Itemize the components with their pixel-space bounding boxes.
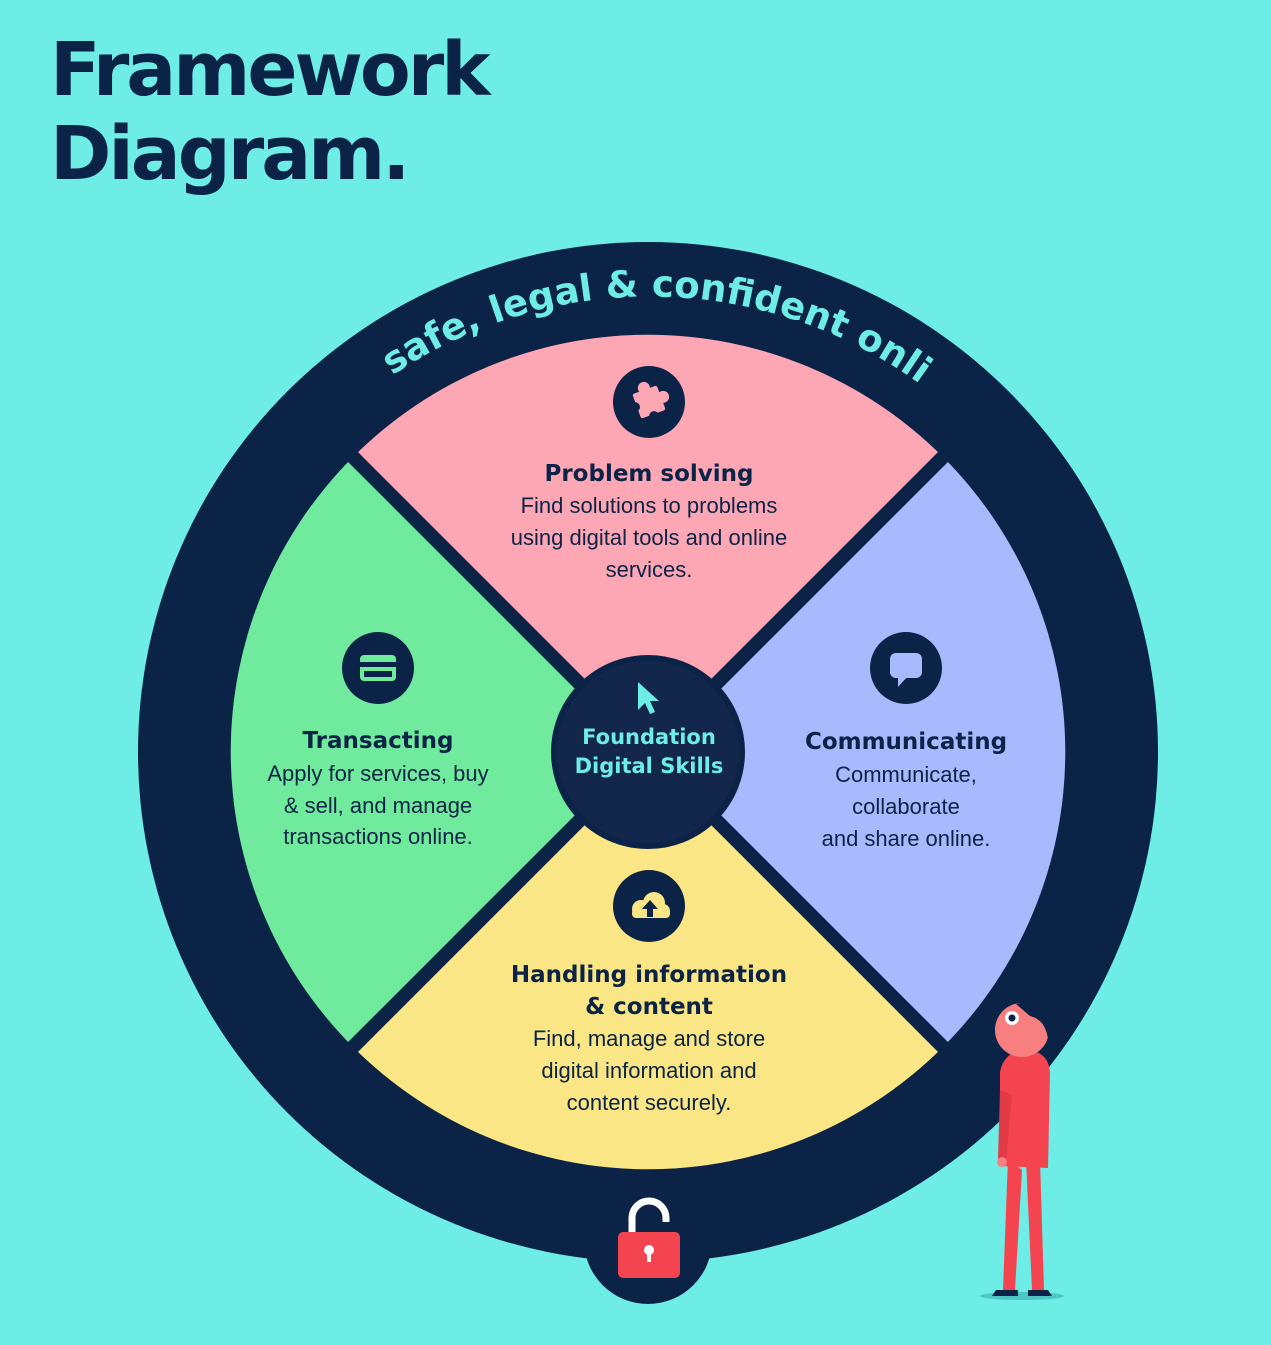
cursor-icon bbox=[638, 682, 659, 714]
handling-title-line-2: & content bbox=[585, 994, 713, 1020]
segment-problem-solving bbox=[353, 334, 943, 752]
problem-solving-body-line-1: Find solutions to problems bbox=[521, 493, 778, 518]
problem-solving-title: Problem solving bbox=[544, 461, 753, 487]
handling-body-line-2: digital information and bbox=[541, 1058, 756, 1083]
padlock-open-icon bbox=[618, 1197, 680, 1278]
page-title-line-2: Diagram. bbox=[50, 111, 410, 197]
center-label-line-2: Digital Skills bbox=[575, 754, 724, 778]
segment-transacting bbox=[230, 457, 649, 1047]
handling-body-line-1: Find, manage and store bbox=[533, 1026, 765, 1051]
puzzle-icon bbox=[629, 381, 670, 422]
page-title: Framework Diagram. bbox=[50, 27, 490, 197]
problem-solving-body-line-2: using digital tools and online bbox=[511, 525, 787, 550]
center-circle bbox=[551, 655, 745, 849]
transacting-body-line-2: & sell, and manage bbox=[284, 793, 472, 818]
communicating-body-line-2: collaborate bbox=[852, 794, 960, 819]
page-title-line-1: Framework bbox=[50, 27, 490, 113]
handling-title-line-1: Handling information bbox=[511, 962, 787, 988]
communicating-title: Communicating bbox=[805, 729, 1007, 755]
communicating-body-line-1: Communicate, bbox=[835, 762, 977, 787]
segment-communicating bbox=[648, 457, 1066, 1047]
transacting-title: Transacting bbox=[303, 728, 454, 754]
handling-body-line-3: content securely. bbox=[567, 1090, 732, 1115]
transacting-body-line-3: transactions online. bbox=[283, 824, 473, 849]
person-figure-icon bbox=[980, 1002, 1064, 1300]
transacting-body-line-1: Apply for services, buy bbox=[267, 761, 488, 786]
problem-solving-body-line-3: services. bbox=[606, 557, 693, 582]
center-label-line-1: Foundation bbox=[582, 725, 716, 749]
speech-bubble-icon bbox=[890, 653, 922, 687]
segment-handling-information bbox=[353, 752, 943, 1170]
credit-card-icon bbox=[360, 655, 396, 681]
cloud-upload-icon bbox=[632, 892, 670, 918]
communicating-body-line-3: and share online. bbox=[822, 826, 991, 851]
